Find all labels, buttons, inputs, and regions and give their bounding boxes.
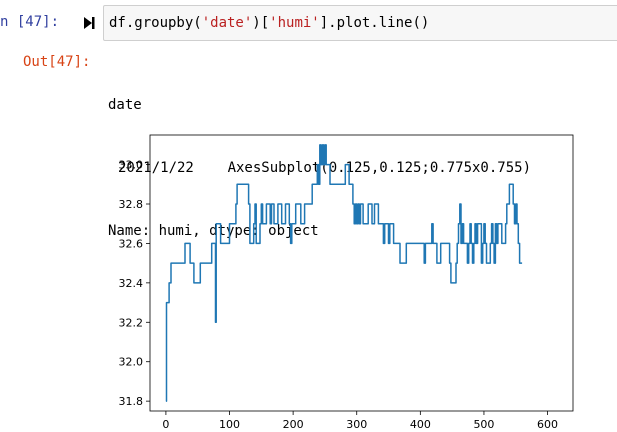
x-axis: 0 100 200 300 400 500 600 (162, 411, 558, 431)
x-tick-label: 500 (473, 418, 494, 431)
code-token: ].plot.line() (319, 15, 430, 31)
output-line-3: Name: humi, dtype: object (108, 223, 319, 239)
x-tick-label: 600 (537, 418, 558, 431)
code-string-literal: 'date' (201, 15, 253, 31)
code-cell[interactable]: df.groupby('date')['humi'].plot.line() (103, 5, 617, 41)
plot-area (149, 134, 574, 412)
input-prompt: n [47]: (0, 14, 60, 30)
y-tick-label: 32.0 (119, 356, 144, 369)
output-line-1: date (108, 97, 142, 113)
output-text: date 2021/1/22 AxesSubplot(0.125,0.125;0… (108, 53, 531, 263)
line-chart: 0 100 200 300 400 500 600 31.8 32.0 32.2 32.4 32.6… (119, 134, 574, 431)
x-tick-label: 400 (410, 418, 431, 431)
output-prompt: Out[47]: (23, 54, 91, 70)
code-string-literal: 'humi' (269, 15, 320, 31)
y-tick-label: 32.4 (119, 277, 144, 290)
y-axis: 31.8 32.0 32.2 32.4 32.6 32.8 33.0 (119, 159, 150, 408)
y-tick-label: 32.8 (119, 198, 144, 211)
code-token: df.groupby( (109, 15, 202, 31)
code-text[interactable]: df.groupby('date')['humi'].plot.line() (109, 15, 429, 31)
output-line-2: 2021/1/22 AxesSubplot(0.125,0.125;0.775x… (118, 160, 532, 176)
y-tick-label: 31.8 (119, 395, 144, 408)
y-tick-label: 32.2 (119, 316, 144, 329)
series-line (165, 144, 523, 402)
y-tick-label: 33.0 (119, 159, 144, 172)
code-token: )[ (252, 15, 270, 31)
x-tick-label: 100 (219, 418, 240, 431)
x-tick-label: 200 (283, 418, 304, 431)
y-tick-label: 32.6 (119, 237, 144, 250)
x-tick-label: 0 (162, 418, 169, 431)
run-cell-icon[interactable] (82, 15, 96, 31)
x-tick-label: 300 (346, 418, 367, 431)
